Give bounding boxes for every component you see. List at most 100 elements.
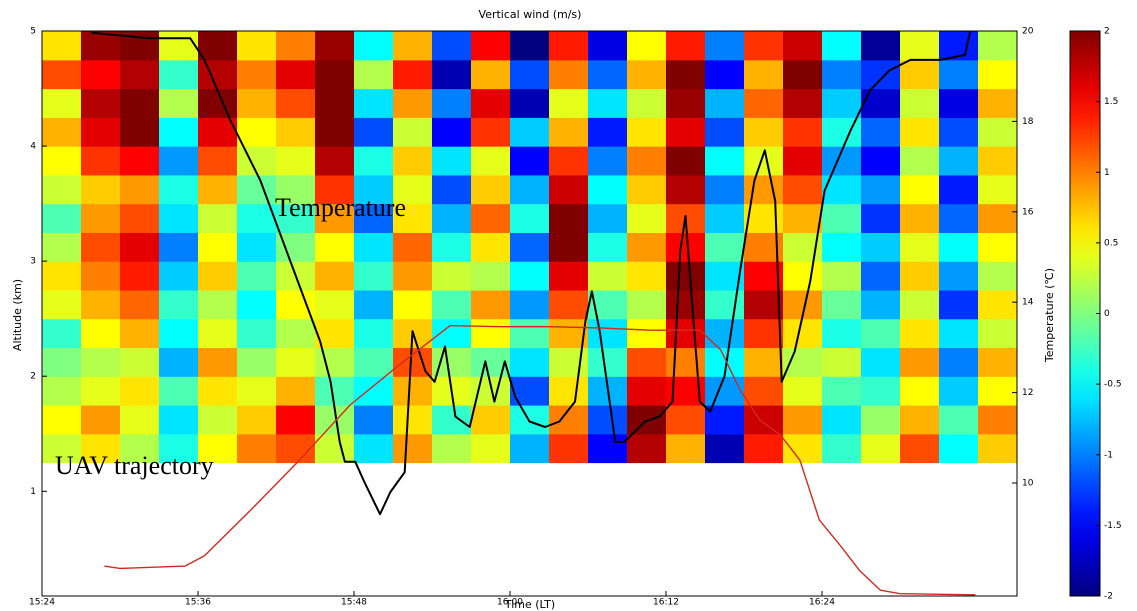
- heatmap-cell: [276, 289, 316, 320]
- heatmap-cell: [432, 88, 472, 118]
- heatmap-cell: [822, 203, 862, 233]
- heatmap-cell: [42, 174, 82, 205]
- heatmap-cell: [471, 59, 511, 90]
- heatmap-cell: [81, 232, 121, 262]
- heatmap-cell: [939, 232, 979, 262]
- heatmap-cell: [627, 376, 667, 406]
- heatmap-cell: [237, 174, 277, 205]
- heatmap-cell: [627, 174, 667, 205]
- heatmap-cell: [666, 117, 706, 147]
- heatmap-cell: [198, 318, 238, 349]
- heatmap-cell: [432, 433, 472, 464]
- heatmap-cell: [393, 31, 433, 61]
- heatmap-cell: [354, 347, 394, 377]
- heatmap-cell: [588, 261, 628, 291]
- heatmap-cell: [900, 59, 940, 90]
- colorbar-tick-label: -2: [1104, 592, 1113, 602]
- heatmap-cell: [822, 347, 862, 377]
- heatmap-cell: [198, 31, 238, 61]
- heatmap-cell: [783, 88, 823, 118]
- heatmap-cell: [627, 289, 667, 320]
- heatmap-cell: [42, 404, 82, 435]
- heatmap-cell: [939, 117, 979, 147]
- heatmap-cell: [393, 376, 433, 406]
- series-line: [91, 31, 972, 516]
- heatmap-cell: [978, 203, 1017, 233]
- heatmap-cell: [822, 433, 862, 464]
- heatmap-cell: [744, 289, 784, 320]
- heatmap-cell: [159, 261, 199, 291]
- heatmap-cell: [705, 289, 745, 320]
- heatmap-cell: [822, 289, 862, 320]
- heatmap-cell: [276, 404, 316, 435]
- heatmap-cell: [120, 203, 160, 233]
- heatmap-cell: [939, 146, 979, 176]
- heatmap-cell: [861, 146, 901, 176]
- heatmap-cell: [432, 289, 472, 320]
- heatmap-cell: [471, 376, 511, 406]
- heatmap-cell: [81, 376, 121, 406]
- heatmap-cell: [393, 433, 433, 464]
- heatmap-cell: [900, 146, 940, 176]
- heatmap-cell: [471, 203, 511, 233]
- heatmap-cell: [393, 232, 433, 262]
- heatmap-cell: [276, 376, 316, 406]
- heatmap-cell: [744, 117, 784, 147]
- heatmap-cell: [237, 404, 277, 435]
- heatmap-cell: [861, 31, 901, 61]
- heatmap-cell: [237, 88, 277, 118]
- heatmap-cell: [510, 433, 550, 464]
- heatmap-cell: [588, 232, 628, 262]
- heatmap-cell: [861, 404, 901, 435]
- heatmap-cell: [822, 261, 862, 291]
- heatmap-cell: [822, 59, 862, 90]
- heatmap-cell: [861, 433, 901, 464]
- heatmap-cell: [900, 88, 940, 118]
- heatmap-cell: [354, 117, 394, 147]
- heatmap-cell: [315, 203, 355, 233]
- heatmap-cell: [237, 433, 277, 464]
- heatmap-cell: [627, 203, 667, 233]
- heatmap-cell: [276, 88, 316, 118]
- heatmap-cell: [705, 232, 745, 262]
- heatmap-cell: [354, 59, 394, 90]
- heatmap-cell: [783, 59, 823, 90]
- heatmap-cell: [510, 404, 550, 435]
- x-tick-label: 15:36: [185, 598, 211, 608]
- heatmap-cell: [705, 376, 745, 406]
- heatmap-cell: [276, 59, 316, 90]
- heatmap-cell: [81, 203, 121, 233]
- heatmap-cell: [510, 261, 550, 291]
- heatmap-cell: [81, 404, 121, 435]
- heatmap-cell: [822, 318, 862, 349]
- heatmap-cell: [81, 174, 121, 205]
- heatmap-cell: [939, 261, 979, 291]
- y-axis-label: Altitude (km): [11, 279, 24, 351]
- heatmap-cell: [939, 174, 979, 205]
- heatmap-cell: [315, 261, 355, 291]
- heatmap-cell: [666, 232, 706, 262]
- heatmap-cell: [198, 174, 238, 205]
- heatmap-cell: [978, 433, 1017, 464]
- heatmap-cell: [744, 347, 784, 377]
- heatmap-cell: [354, 203, 394, 233]
- heatmap-cell: [549, 232, 589, 262]
- heatmap-cell: [432, 117, 472, 147]
- heatmap-cell: [432, 174, 472, 205]
- heatmap-cell: [861, 261, 901, 291]
- heatmap-cell: [42, 59, 82, 90]
- heatmap-cell: [939, 376, 979, 406]
- heatmap-cell: [588, 404, 628, 435]
- heatmap-cell: [978, 232, 1017, 262]
- heatmap-cell: [939, 347, 979, 377]
- heatmap-cell: [588, 433, 628, 464]
- heatmap-cell: [471, 261, 511, 291]
- heatmap-cell: [276, 232, 316, 262]
- heatmap-cell: [159, 347, 199, 377]
- heatmap-cell: [978, 404, 1017, 435]
- heatmap-cell: [978, 146, 1017, 176]
- plot-frame: [41, 30, 1018, 597]
- heatmap-cell: [159, 404, 199, 435]
- heatmap-cell: [978, 174, 1017, 205]
- heatmap-cell: [627, 146, 667, 176]
